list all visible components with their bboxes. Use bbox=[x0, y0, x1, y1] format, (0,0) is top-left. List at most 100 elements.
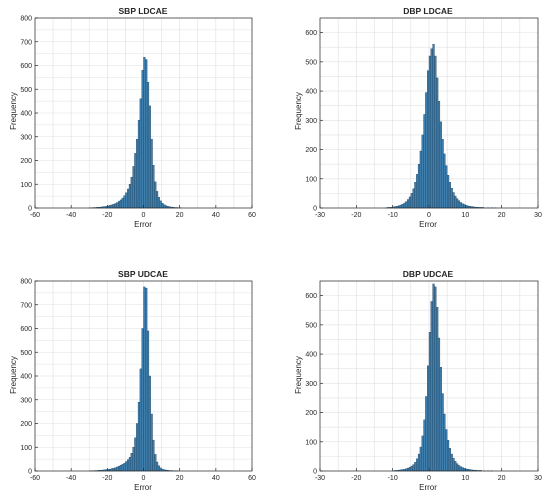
histogram-bar bbox=[118, 466, 121, 472]
histogram-bar bbox=[436, 307, 439, 472]
chart-title: SBP LDCAE bbox=[119, 6, 168, 16]
y-tick-label: 500 bbox=[20, 87, 32, 94]
x-tick-label: -20 bbox=[351, 475, 361, 482]
histogram-bar bbox=[159, 467, 162, 472]
histogram-bar bbox=[123, 462, 126, 472]
y-tick-label: 0 bbox=[28, 469, 32, 476]
histogram-bar bbox=[461, 203, 464, 209]
x-tick-label: 20 bbox=[498, 475, 506, 482]
histogram-bar bbox=[130, 176, 133, 209]
histogram-bar bbox=[437, 337, 441, 472]
histogram-bar bbox=[439, 367, 442, 472]
x-axis-label: Error bbox=[419, 483, 437, 492]
histogram-bar bbox=[112, 204, 115, 209]
y-tick-label: 600 bbox=[20, 326, 32, 333]
histogram-bar bbox=[110, 204, 113, 209]
histogram-bar bbox=[397, 205, 401, 209]
histogram-bar bbox=[165, 205, 168, 209]
histogram-bar bbox=[146, 330, 150, 472]
x-tick-label: 0 bbox=[142, 212, 146, 219]
histogram-bar bbox=[461, 467, 464, 472]
x-tick-label: 60 bbox=[248, 212, 256, 219]
histogram-bar bbox=[407, 467, 410, 472]
histogram-bar bbox=[441, 393, 444, 472]
histogram-bar bbox=[427, 70, 430, 209]
histogram-bar bbox=[157, 465, 160, 472]
histogram-bar bbox=[132, 447, 135, 472]
x-tick-label: 20 bbox=[176, 475, 184, 482]
histogram-bar bbox=[155, 461, 159, 472]
histogram-bar bbox=[421, 134, 424, 209]
histogram-bar bbox=[108, 205, 112, 209]
histogram-bar bbox=[446, 175, 450, 209]
histogram-bar bbox=[155, 191, 159, 209]
histogram-bar bbox=[150, 138, 153, 209]
y-tick-label: 400 bbox=[305, 352, 317, 359]
histogram-bar bbox=[414, 182, 417, 209]
histogram-bar bbox=[139, 368, 142, 472]
x-tick-label: -20 bbox=[102, 475, 112, 482]
histogram-bar bbox=[137, 119, 141, 209]
x-tick-label: 30 bbox=[534, 212, 542, 219]
histogram-bar bbox=[134, 437, 137, 472]
histogram-bar bbox=[430, 301, 433, 472]
histogram-bar bbox=[130, 453, 133, 472]
x-tick-label: 0 bbox=[427, 212, 431, 219]
histogram-bar bbox=[116, 466, 119, 472]
histogram-bar bbox=[450, 453, 453, 472]
x-tick-label: -60 bbox=[30, 212, 40, 219]
histogram-bar bbox=[136, 423, 139, 472]
histogram-bar bbox=[417, 163, 421, 209]
y-tick-label: 100 bbox=[20, 445, 32, 452]
histogram-bar bbox=[432, 283, 435, 472]
y-tick-label: 0 bbox=[313, 469, 317, 476]
y-tick-label: 300 bbox=[305, 118, 317, 125]
histogram-bar bbox=[123, 195, 126, 209]
histogram-bar bbox=[121, 197, 124, 209]
x-axis-label: Error bbox=[134, 483, 152, 492]
histogram-bar bbox=[128, 457, 132, 472]
y-tick-label: 0 bbox=[313, 206, 317, 213]
histogram-bar bbox=[114, 467, 117, 472]
histogram-bar bbox=[421, 435, 424, 472]
histogram-bar bbox=[448, 182, 451, 209]
histogram-bar bbox=[401, 204, 404, 209]
histogram-bar bbox=[419, 150, 422, 209]
y-tick-label: 500 bbox=[305, 59, 317, 66]
histogram-bar bbox=[125, 461, 128, 472]
histogram-bar bbox=[145, 59, 148, 209]
histogram-bar bbox=[430, 48, 433, 209]
histogram-bar bbox=[119, 199, 122, 209]
y-tick-label: 600 bbox=[305, 30, 317, 37]
x-tick-label: -20 bbox=[351, 212, 361, 219]
histogram-bar bbox=[425, 396, 428, 472]
histogram-bar bbox=[452, 192, 455, 209]
histogram-bar bbox=[439, 121, 442, 209]
x-tick-label: 0 bbox=[427, 475, 431, 482]
x-tick-label: 40 bbox=[212, 475, 220, 482]
y-axis-label: Frequency bbox=[9, 356, 18, 394]
histogram-bar bbox=[137, 401, 141, 472]
histogram-bar bbox=[152, 439, 155, 472]
histogram-bar bbox=[112, 467, 115, 472]
histogram-bar bbox=[457, 200, 461, 209]
histogram-bar bbox=[143, 57, 146, 209]
y-axis-label: Frequency bbox=[294, 92, 303, 130]
histogram-bar bbox=[119, 465, 122, 472]
x-tick-label: 20 bbox=[498, 212, 506, 219]
x-tick-label: -30 bbox=[315, 475, 325, 482]
histogram-bar bbox=[417, 453, 421, 472]
x-tick-label: 10 bbox=[461, 212, 469, 219]
histogram-bar bbox=[118, 201, 121, 209]
panel-dbp-udcae: DBP UDCAE Error Frequency bbox=[294, 269, 454, 492]
y-tick-label: 700 bbox=[20, 39, 32, 46]
histogram-bar bbox=[163, 204, 166, 209]
x-axis-label: Error bbox=[419, 220, 437, 229]
histogram-bar bbox=[408, 196, 412, 209]
histogram-bar bbox=[148, 105, 151, 209]
y-tick-label: 300 bbox=[20, 397, 32, 404]
histogram-bar bbox=[445, 165, 448, 209]
histogram-bar bbox=[110, 468, 113, 472]
histogram-bar bbox=[403, 202, 406, 209]
histogram-bar bbox=[434, 55, 437, 209]
